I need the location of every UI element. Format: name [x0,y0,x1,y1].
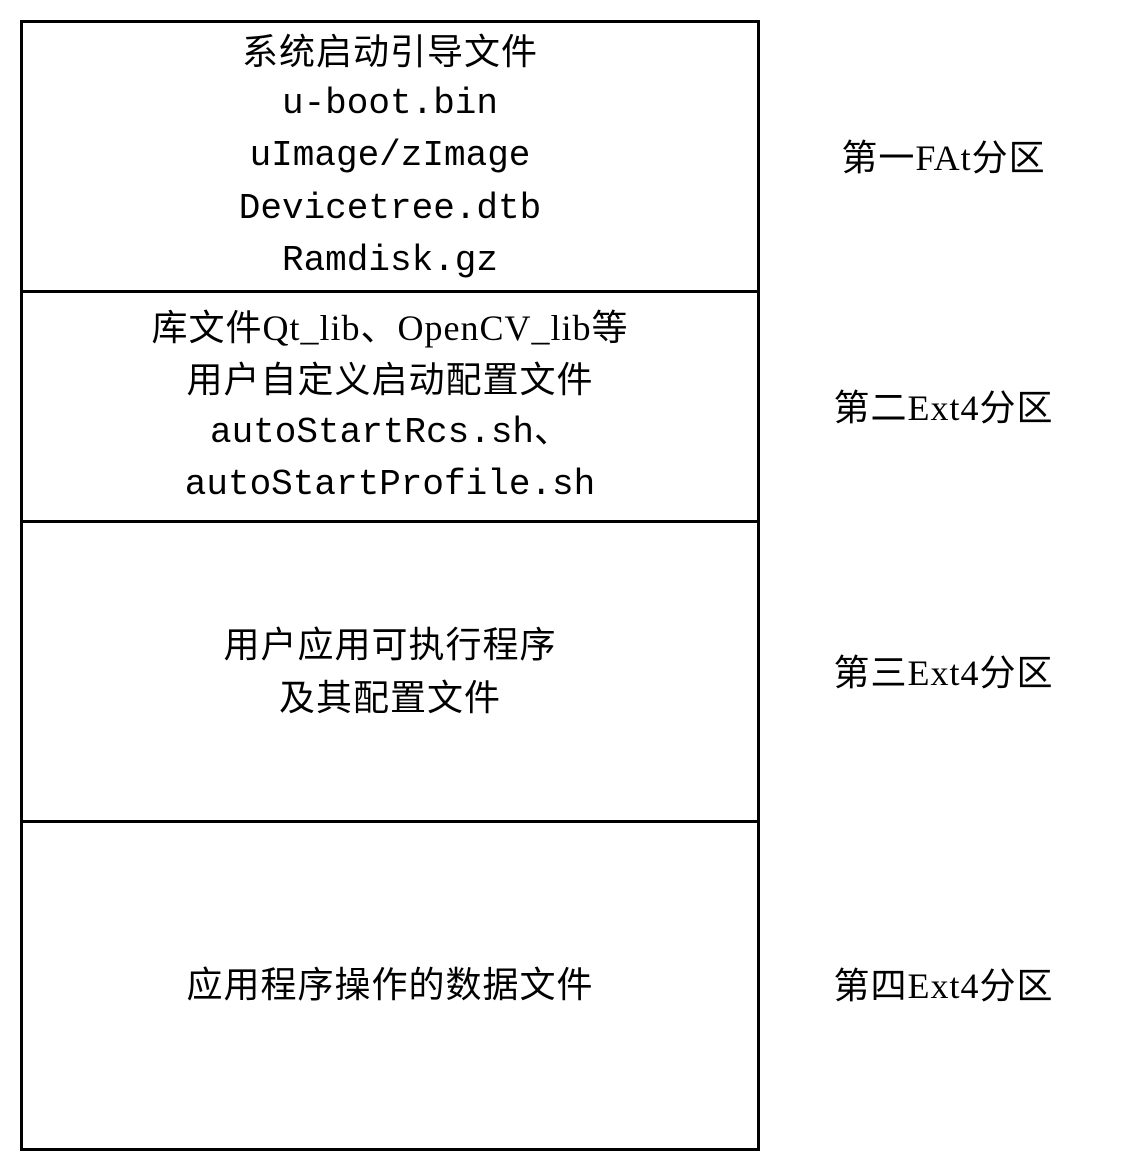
partition-2-line-1: 用户自定义启动配置文件 [186,354,593,406]
partition-1-line-4: Ramdisk.gz [282,235,498,287]
label-cell-1: 第一FAt分区 [760,20,1127,290]
partition-3-line-0: 用户应用可执行程序 [223,619,556,671]
label-cell-3: 第三Ext4分区 [760,520,1127,820]
partition-1-line-3: Devicetree.dtb [239,183,541,235]
partition-1-line-0: 系统启动引导文件 [242,26,538,78]
partition-cell-3: 用户应用可执行程序 及其配置文件 [23,523,757,823]
partition-cell-1: 系统启动引导文件 u-boot.bin uImage/zImage Device… [23,23,757,293]
partition-column: 系统启动引导文件 u-boot.bin uImage/zImage Device… [20,20,760,1151]
partition-2-line-0: 库文件Qt_lib、OpenCV_lib等 [152,302,629,354]
label-cell-4: 第四Ext4分区 [760,820,1127,1145]
partition-4-line-0: 应用程序操作的数据文件 [186,959,593,1011]
partition-2-line-3: autoStartProfile.sh [185,459,595,511]
partition-1-line-2: uImage/zImage [250,130,531,182]
partition-2-label: 第二Ext4分区 [834,379,1054,431]
partition-2-line-2: autoStartRcs.sh、 [210,407,570,459]
label-cell-2: 第二Ext4分区 [760,290,1127,520]
partition-3-label: 第三Ext4分区 [834,644,1054,696]
label-column: 第一FAt分区 第二Ext4分区 第三Ext4分区 第四Ext4分区 [760,20,1127,1151]
partition-4-label: 第四Ext4分区 [834,957,1054,1009]
partition-cell-4: 应用程序操作的数据文件 [23,823,757,1148]
partition-cell-2: 库文件Qt_lib、OpenCV_lib等 用户自定义启动配置文件 autoSt… [23,293,757,523]
partition-1-label: 第一FAt分区 [841,129,1045,181]
partition-1-line-1: u-boot.bin [282,78,498,130]
partition-diagram: 系统启动引导文件 u-boot.bin uImage/zImage Device… [20,20,1127,1151]
partition-3-line-1: 及其配置文件 [279,672,501,724]
